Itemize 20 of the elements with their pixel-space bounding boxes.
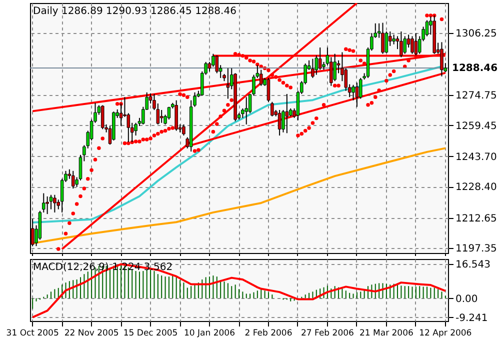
y-tick-label: 16.543	[456, 260, 490, 271]
x-tick-label: 15 Dec 2005	[123, 328, 178, 338]
y-tick-label: 0.00	[456, 294, 478, 305]
y-tick-label: 1228.40	[456, 182, 497, 194]
y-tick-label: 1212.65	[456, 213, 497, 224]
y-tick-label: 1243.70	[456, 152, 497, 163]
chart-title: Daily 1286.89 1290.93 1286.45 1288.46	[33, 6, 236, 17]
ref-line-label: 1288.46	[452, 62, 498, 74]
x-tick-label: 10 Jan 2006	[184, 328, 235, 338]
x-tick-label: 31 Oct 2005	[6, 328, 59, 338]
y-tick-label: 1306.25	[456, 28, 497, 40]
x-tick-label: 12 Apr 2006	[419, 328, 472, 338]
x-tick-label: 21 Mar 2006	[359, 328, 414, 338]
y-tick-label: 1274.75	[456, 90, 497, 102]
y-tick-label: -9.241	[456, 312, 488, 324]
y-tick-label: 1197.35	[456, 244, 497, 255]
x-tick-label: 27 Feb 2006	[301, 328, 354, 338]
x-tick-label: 2 Feb 2006	[244, 328, 292, 338]
y-tick-label: 1259.45	[456, 120, 497, 132]
x-tick-label: 22 Nov 2005	[64, 328, 119, 338]
